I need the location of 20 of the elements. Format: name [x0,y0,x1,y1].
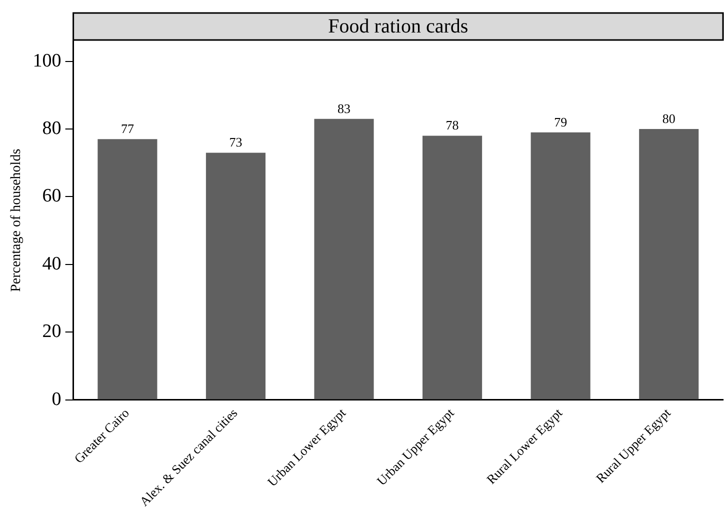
data-label: 78 [446,118,459,133]
data-label: 79 [554,114,568,130]
bar [206,152,266,400]
bar [530,132,590,400]
y-tick-label: 80 [42,118,62,139]
y-tick-label: 100 [32,50,62,72]
bar [314,118,374,400]
chart-title: Food ration cards [328,15,468,38]
bar [422,136,482,400]
data-label: 73 [229,134,242,150]
y-tick-label: 0 [52,388,62,410]
data-label: 83 [338,100,351,116]
y-tick-label: 20 [42,321,62,342]
data-label: 80 [662,110,676,126]
bar [98,139,158,400]
y-tick-label: 40 [42,253,62,274]
bar [639,129,699,400]
y-axis-title: Percentage of households [9,148,24,292]
y-tick-label: 60 [42,186,62,207]
data-label: 77 [120,121,134,136]
